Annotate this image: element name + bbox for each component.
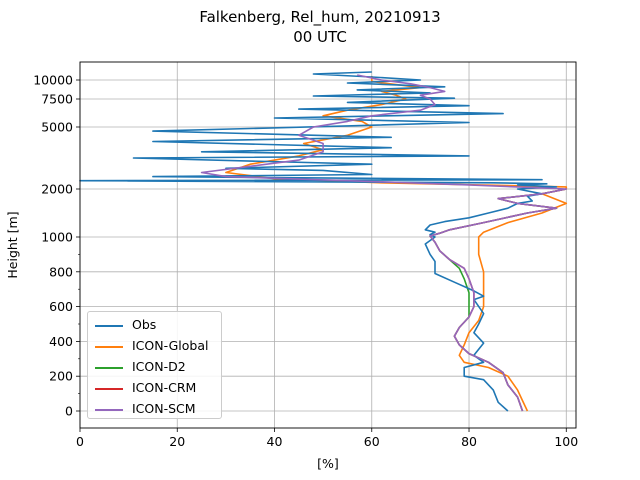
y-tick-label: 0 — [65, 404, 73, 419]
legend-label: ICON-CRM — [132, 380, 197, 395]
x-tick-label: 0 — [76, 434, 84, 449]
plot-frame — [79, 61, 577, 429]
y-tick-label: 5000 — [41, 120, 73, 135]
x-axis-label: [%] — [317, 456, 339, 471]
y-tick-label: 400 — [49, 334, 73, 349]
x-tick-label: 80 — [461, 434, 477, 449]
legend-item: Obs — [88, 316, 223, 336]
legend-item: ICON-SCM — [88, 400, 223, 420]
chart-title-line1: Falkenberg, Rel_hum, 20210913 — [199, 8, 441, 26]
x-tick-label: 60 — [364, 434, 380, 449]
legend-label: ICON-Global — [132, 338, 209, 353]
series-line-icon-crm — [429, 188, 567, 412]
series-line-icon-d2 — [429, 188, 567, 412]
y-axis-label: Height [m] — [5, 211, 20, 278]
y-tick-label: 800 — [49, 264, 73, 279]
series-line-icon-global — [225, 76, 568, 412]
x-tick-label: 20 — [169, 434, 185, 449]
chart-title-line2: 00 UTC — [293, 28, 347, 46]
legend-item: ICON-Global — [88, 337, 223, 357]
legend-label: ICON-SCM — [132, 401, 196, 416]
legend-item: ICON-CRM — [88, 379, 223, 399]
x-tick-label: 40 — [267, 434, 283, 449]
legend-swatch — [95, 409, 123, 411]
y-tick-label: 600 — [49, 299, 73, 314]
legend-swatch — [95, 388, 123, 390]
legend: Obs ICON-Global ICON-D2 ICON-CRM ICON-SCM — [87, 311, 222, 419]
y-tick-label: 200 — [49, 369, 73, 384]
y-tick-label: 7500 — [41, 92, 73, 107]
series-line-icon-scm — [200, 74, 568, 412]
legend-swatch — [95, 325, 123, 327]
legend-swatch — [95, 346, 123, 348]
legend-label: ICON-D2 — [132, 359, 186, 374]
legend-swatch — [95, 367, 123, 369]
y-tick-label: 1000 — [41, 230, 73, 245]
series-line-obs — [79, 71, 558, 412]
y-tick-label: 10000 — [33, 73, 73, 88]
y-tick-label: 2000 — [41, 182, 73, 197]
x-tick-label: 100 — [554, 434, 578, 449]
legend-label: Obs — [132, 317, 157, 332]
legend-item: ICON-D2 — [88, 358, 223, 378]
